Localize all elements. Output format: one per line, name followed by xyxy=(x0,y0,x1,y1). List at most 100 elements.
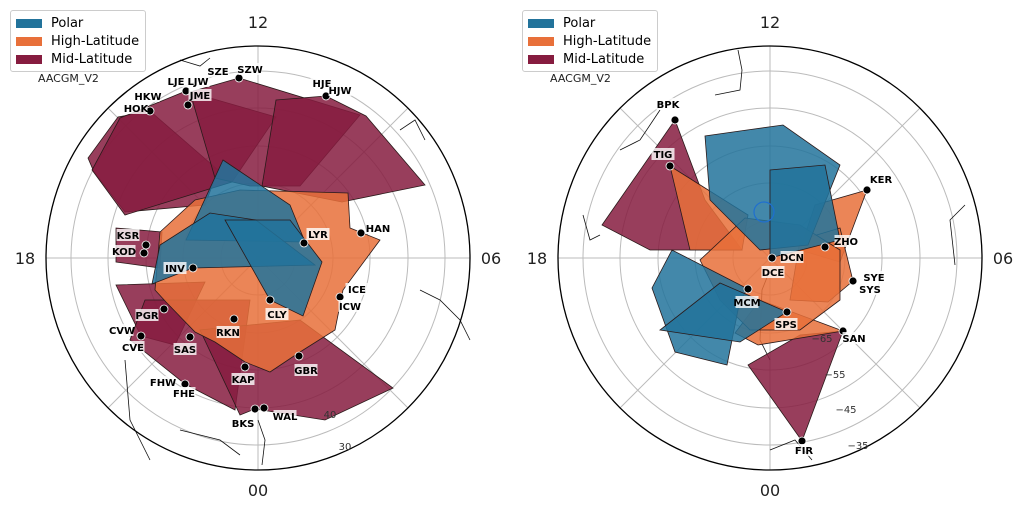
station-label-bg xyxy=(135,309,159,321)
latitude-label: −45 xyxy=(835,405,856,416)
station-label-fir: FIR xyxy=(795,446,814,457)
coordinate-system-label: AACGM_V2 xyxy=(550,72,611,85)
station-label-bg xyxy=(780,251,804,263)
station-label-sas: SAS xyxy=(174,345,196,356)
station-marker xyxy=(670,115,680,125)
legend-swatch xyxy=(528,18,554,28)
pole-marker xyxy=(753,201,775,223)
station-label-hkw: HKW xyxy=(134,92,161,103)
station-label-bg xyxy=(306,228,330,240)
mlt-label-top: 12 xyxy=(248,13,268,32)
mlt-label-left: 18 xyxy=(15,249,35,268)
radar-fov-mid-latitude xyxy=(261,95,426,203)
station-label-bg xyxy=(173,343,197,355)
station-label-tig: TIG xyxy=(654,150,673,161)
station-marker xyxy=(183,100,193,110)
station-label-fhw: FHW xyxy=(150,378,176,389)
mlt-label-right: 06 xyxy=(481,249,501,268)
mlt-label-right: 06 xyxy=(993,249,1013,268)
station-label-bg xyxy=(136,90,160,102)
station-label-sys: SYS xyxy=(859,285,881,296)
station-label-bg xyxy=(792,444,816,456)
station-label-bg xyxy=(112,245,136,257)
station-label-bks: BKS xyxy=(232,419,255,430)
coastline xyxy=(124,359,151,461)
legend-north: Polar High-Latitude Mid-Latitude xyxy=(10,10,147,72)
station-label-bg xyxy=(834,235,858,247)
station-label-szw: SZW xyxy=(237,65,262,76)
station-label-zho: ZHO xyxy=(834,237,858,248)
mlt-label-bottom: 00 xyxy=(248,481,268,500)
coastline xyxy=(619,109,661,151)
station-marker xyxy=(141,240,151,250)
station-label-inv: INV xyxy=(165,264,185,275)
legend-swatch xyxy=(16,36,42,46)
station-label-bg xyxy=(862,271,886,283)
station-label-dcn: DCN xyxy=(780,253,804,264)
station-label-sze: SZE xyxy=(207,67,228,78)
station-label-bg xyxy=(273,410,297,422)
station-label-bpk: BPK xyxy=(657,100,681,111)
station-label-san: SAN xyxy=(842,334,865,345)
station-marker xyxy=(820,242,830,252)
legend-label: Polar xyxy=(563,15,596,31)
station-marker xyxy=(767,253,777,263)
station-label-cvw: CVW xyxy=(109,326,135,337)
station-label-bg xyxy=(294,364,318,376)
radar-fov-mid-latitude xyxy=(747,330,844,442)
legend-label: Polar xyxy=(51,15,84,31)
coastline xyxy=(419,289,471,341)
station-label-ksr: KSR xyxy=(117,231,140,242)
station-label-lje: LJE xyxy=(168,77,185,88)
legend-label: Mid-Latitude xyxy=(563,51,645,67)
station-label-jme: JME xyxy=(189,91,211,102)
legend-swatch xyxy=(528,36,554,46)
station-label-bg xyxy=(231,373,255,385)
mlt-label-bottom: 00 xyxy=(760,481,780,500)
coastline xyxy=(179,429,241,456)
station-label-bg xyxy=(163,262,187,274)
station-label-icw: ICW xyxy=(339,302,361,313)
station-label-bg xyxy=(265,308,289,320)
station-label-bg xyxy=(124,102,148,114)
station-label-bg xyxy=(121,341,145,353)
mlt-label-top: 12 xyxy=(760,13,780,32)
legend-item-mid-latitude: Mid-Latitude xyxy=(528,50,651,68)
station-marker xyxy=(265,295,275,305)
station-label-sye: SYE xyxy=(863,273,884,284)
coastline xyxy=(257,419,266,466)
station-marker xyxy=(294,351,304,361)
station-label-rkn: RKN xyxy=(216,328,240,339)
station-label-ker: KER xyxy=(870,175,893,186)
station-label-ljw: LJW xyxy=(187,77,208,88)
station-marker xyxy=(180,379,190,389)
latitude-label: −65 xyxy=(811,334,832,345)
legend-item-polar: Polar xyxy=(16,14,139,32)
coastline xyxy=(582,214,601,241)
station-label-dce: DCE xyxy=(762,268,785,279)
station-label-bg xyxy=(651,148,675,160)
latitude-label: 30 xyxy=(339,442,352,453)
station-label-cve: CVE xyxy=(122,343,144,354)
station-label-bg xyxy=(842,332,866,344)
station-label-bg xyxy=(231,417,255,429)
station-marker xyxy=(797,436,807,446)
latitude-label: 40 xyxy=(324,410,337,421)
station-label-bg xyxy=(338,300,362,312)
station-label-han: HAN xyxy=(366,224,390,235)
station-label-cly: CLY xyxy=(267,310,287,321)
legend-south: Polar High-Latitude Mid-Latitude xyxy=(522,10,659,72)
station-label-ice: ICE xyxy=(348,285,366,296)
station-marker xyxy=(335,292,345,302)
station-label-bg xyxy=(188,89,212,101)
legend-label: Mid-Latitude xyxy=(51,51,133,67)
plot-boundary xyxy=(557,45,983,471)
station-marker xyxy=(259,403,269,413)
legend-item-mid-latitude: Mid-Latitude xyxy=(16,50,139,68)
latitude-label: −55 xyxy=(824,370,845,381)
coastline xyxy=(399,119,426,141)
station-marker xyxy=(848,276,858,286)
south-polar-plot: 12 18 06 00 −65 −55 −45 −35 BPK TIG KER ZHO DCN DCE MC… xyxy=(527,13,1013,500)
station-label-bg xyxy=(869,173,893,185)
